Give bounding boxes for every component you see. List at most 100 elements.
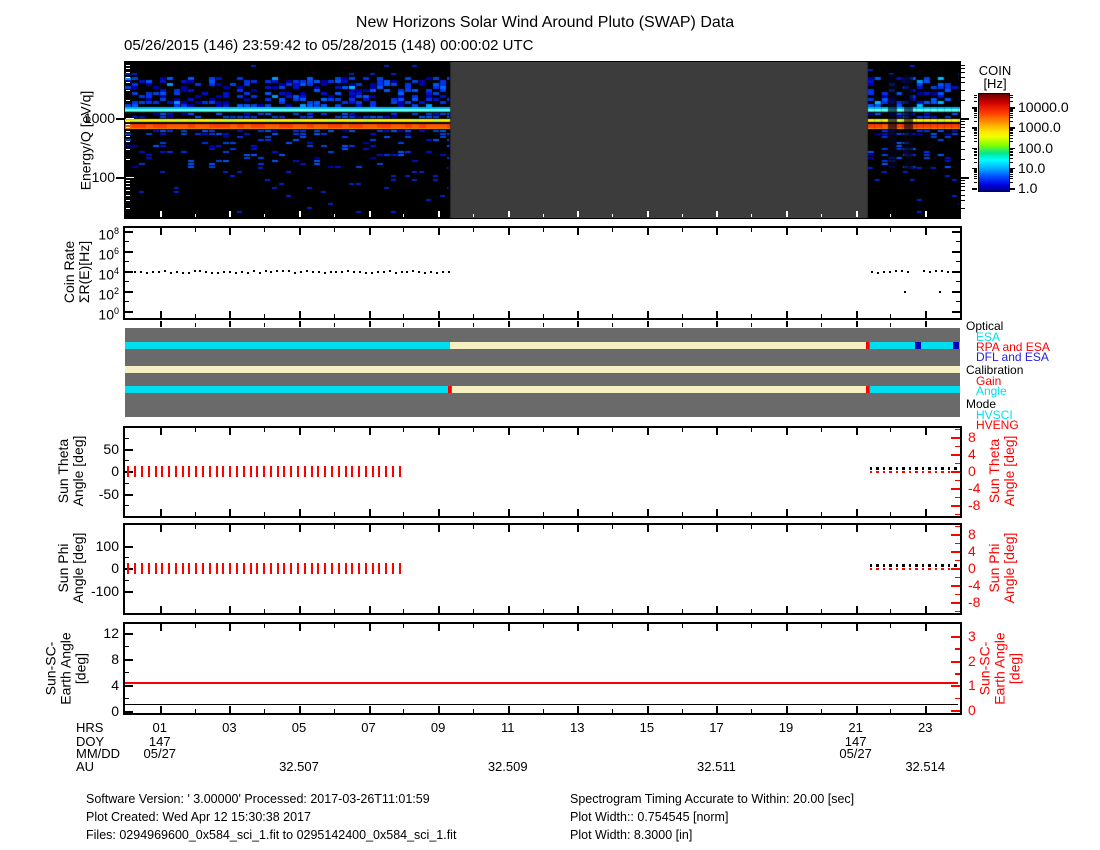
- sunphi-yminor-left: [125, 557, 129, 558]
- coin-rate-dot: [929, 271, 932, 273]
- coin-rate-dot: [359, 271, 362, 273]
- status-mark-mode: [448, 386, 452, 393]
- coin-rate-dot: [877, 272, 880, 274]
- coin-yminor-left: [125, 301, 129, 302]
- status-xtick-above: [264, 323, 266, 327]
- suntheta-spin-dash: [181, 465, 184, 477]
- coin-yminor-right: [956, 241, 960, 242]
- coin-rate-dot: [294, 272, 297, 274]
- suntheta-ytick-right-label: 4: [968, 446, 976, 462]
- coin-rate-dot: [146, 272, 149, 274]
- earth-xtick-bot: [507, 706, 510, 713]
- coin-rate-outlier-dot: [904, 291, 907, 293]
- sunphi-xtick-top: [751, 525, 753, 529]
- suntheta-xtick-bot: [368, 509, 371, 516]
- colorbar-minor-right: [1010, 120, 1013, 122]
- coin-rate-dot: [311, 271, 314, 273]
- coin-yminor-left: [125, 281, 129, 282]
- sunphi-spin-dash: [283, 562, 286, 574]
- sunphi-xtick-bot: [925, 606, 928, 613]
- status-mark-mode: [865, 386, 869, 393]
- earth-ytick-right-label: 3: [968, 628, 976, 644]
- sunphi-spin-dash: [351, 562, 354, 574]
- colorbar-title: COIN: [978, 63, 1012, 78]
- spec-ytick-label: 100: [91, 169, 115, 185]
- suntheta-spin-dash: [134, 465, 137, 477]
- suntheta-xtick-top: [194, 428, 196, 432]
- coin-rate-dot: [240, 271, 243, 273]
- sunphi-xtick-bot: [472, 609, 474, 613]
- sunphi-yminor-right-red: [955, 610, 960, 612]
- earth-xtick-bot: [472, 709, 474, 713]
- status-mark-optical: [914, 342, 921, 349]
- coin-yminor-right: [956, 261, 960, 262]
- colorbar-tick-label: 1000.0: [1018, 119, 1061, 136]
- suntheta-spin-dash: [222, 465, 225, 477]
- spec-yminor-right: [960, 127, 965, 129]
- suntheta-xtick-bot: [855, 509, 858, 516]
- colorbar-minor-left: [974, 161, 977, 163]
- sunphi-spin-dash: [297, 562, 300, 574]
- spec-yminor-left: [126, 148, 130, 150]
- earth-ytick-left: [125, 685, 133, 687]
- sunphi-spin-dash: [256, 562, 259, 574]
- sunphi-spin-dash: [174, 562, 177, 574]
- colorbar-minor-right: [1010, 158, 1013, 159]
- earth-xtick-top: [298, 624, 301, 631]
- colorbar-minor-right: [1010, 175, 1013, 177]
- coin-ytick-right: [952, 271, 960, 273]
- suntheta-xtick-bot: [507, 509, 510, 516]
- suntheta-spin-dash: [351, 465, 354, 477]
- colorbar-minor-right: [1010, 153, 1013, 155]
- sunphi-red-dot: [947, 567, 951, 570]
- colorbar-minor-left: [974, 97, 977, 99]
- coin-ytick-left: [125, 311, 133, 313]
- suntheta-xtick-bot: [333, 512, 335, 516]
- coin-xtick-top: [681, 228, 683, 232]
- spec-xtick-bottom: [820, 214, 822, 217]
- coin-rate-dot: [152, 271, 155, 273]
- colorbar-minor-left: [974, 172, 977, 174]
- suntheta-ytick-right-red: [951, 505, 960, 507]
- footer-timing-accuracy: Spectrogram Timing Accurate to Within: 2…: [570, 792, 855, 806]
- suntheta-spin-dash: [344, 465, 347, 477]
- sunphi-xtick-top: [298, 525, 301, 532]
- colorbar-tick-label: 10000.0: [1018, 99, 1069, 115]
- colorbar-minor-right: [1010, 151, 1013, 153]
- legend-optical-item: RPA and ESA: [976, 340, 1050, 354]
- sunphi-ytick-right-red: [951, 585, 960, 587]
- colorbar-minor-left: [974, 169, 977, 171]
- suntheta-red-dot: [941, 470, 944, 473]
- coin-rate-dot: [906, 271, 909, 273]
- spec-xtick-bottom: [542, 214, 544, 217]
- coin-ytick-right: [952, 311, 960, 313]
- suntheta-yminor-right-red: [955, 428, 960, 430]
- status-xtick-above: [681, 323, 683, 327]
- sunphi-xtick-bot: [820, 609, 822, 613]
- earth-xtick-top: [542, 624, 544, 628]
- earth-xtick-bot: [751, 709, 753, 713]
- coin-xtick-bot: [855, 311, 858, 318]
- suntheta-xtick-bot: [403, 512, 405, 516]
- colorbar-minor-left: [974, 109, 977, 111]
- coin-xtick-bot: [716, 311, 719, 318]
- spec-yminor-right: [960, 141, 965, 143]
- coin-xtick-top: [229, 228, 232, 235]
- coin-xtick-bot: [786, 311, 789, 318]
- coin-rate-outlier-dot: [939, 291, 942, 293]
- sunphi-spin-dash: [249, 562, 252, 574]
- sunphi-xtick-top: [786, 525, 789, 532]
- coin-xtick-top: [159, 228, 162, 235]
- spec-xtick-bottom: [333, 214, 335, 217]
- suntheta-xtick-top: [820, 428, 822, 432]
- legend-calibration-item: Gain: [976, 374, 1002, 388]
- suntheta-ytick-label: 0: [111, 463, 119, 479]
- suntheta-xtick-top: [438, 428, 441, 435]
- spec-yminor-right: [960, 76, 965, 78]
- sunphi-spin-dash: [378, 562, 381, 574]
- xaxis-hours-value: 23: [917, 720, 933, 735]
- colorbar-minor-right: [1010, 178, 1013, 180]
- spec-yminor-right: [960, 179, 965, 181]
- spec-ymajor-left-out: [116, 177, 125, 179]
- coin-xtick-bot: [264, 314, 266, 318]
